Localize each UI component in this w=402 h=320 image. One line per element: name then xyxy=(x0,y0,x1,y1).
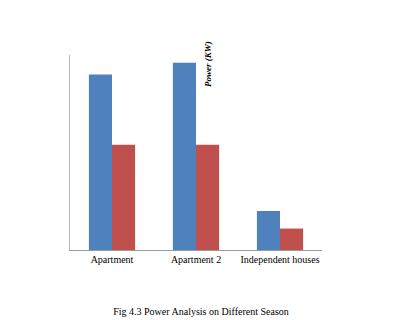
svg-text:Fig 4.3 Power Analysis on Diff: Fig 4.3 Power Analysis on Different Seas… xyxy=(113,306,289,317)
svg-text:Independent houses: Independent houses xyxy=(240,254,319,265)
svg-text:Power (KW): Power (KW) xyxy=(203,41,213,87)
svg-text:Apartment 2: Apartment 2 xyxy=(171,254,221,265)
svg-text:Apartment: Apartment xyxy=(91,254,134,265)
